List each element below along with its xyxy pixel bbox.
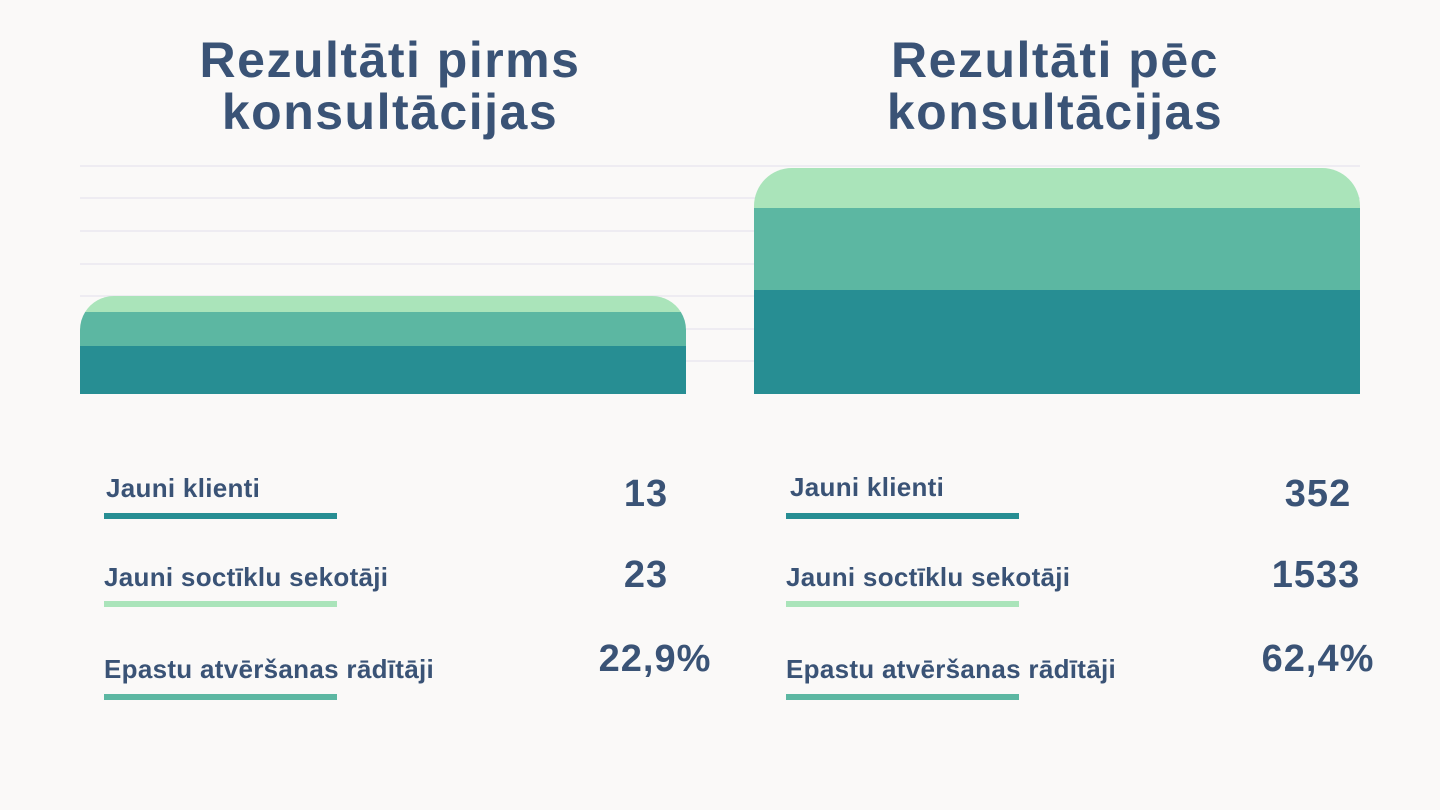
value-email-open-rate-before: 22,9% <box>598 638 712 680</box>
bar-segment-new-clients-before <box>80 346 686 394</box>
legend-swatch-new-clients-after <box>786 513 1019 519</box>
legend-label-social-followers-after: Jauni soctīklu sekotāji <box>786 562 1071 592</box>
legend-label-email-open-rate-before: Epastu atvēršanas rādītāji <box>104 654 435 684</box>
value-new-clients-after: 352 <box>1284 473 1352 515</box>
bar-segment-email-open-rate-after <box>754 168 1360 208</box>
bar-segment-social-followers-before <box>80 312 686 346</box>
legend-label-email-open-rate-after: Epastu atvēršanas rādītāji <box>786 654 1117 684</box>
bar-segment-new-clients-after <box>754 290 1360 394</box>
bar-segment-email-open-rate-before <box>85 296 681 312</box>
stacked-bar-chart <box>80 165 1360 394</box>
value-social-followers-before: 23 <box>623 554 669 596</box>
value-social-followers-after: 1533 <box>1271 554 1361 596</box>
chart-title-after: Rezultāti pēc konsultācijas <box>886 32 1224 140</box>
legend-label-new-clients-before: Jauni klienti <box>106 473 261 503</box>
legend-swatch-email-open-rate-after <box>786 694 1019 700</box>
legend-swatch-email-open-rate-before <box>104 694 337 700</box>
chart-title-before: Rezultāti pirms konsultācijas <box>199 32 581 140</box>
legend-swatch-new-clients-before <box>104 513 337 519</box>
value-email-open-rate-after: 62,4% <box>1261 638 1375 680</box>
legend-swatch-social-followers-before <box>104 601 337 607</box>
value-new-clients-before: 13 <box>623 473 669 515</box>
legend-label-new-clients-after: Jauni klienti <box>790 472 945 502</box>
legend-label-social-followers-before: Jauni soctīklu sekotāji <box>104 562 389 592</box>
bar-segment-social-followers-after <box>754 208 1360 290</box>
legend-swatch-social-followers-after <box>786 601 1019 607</box>
